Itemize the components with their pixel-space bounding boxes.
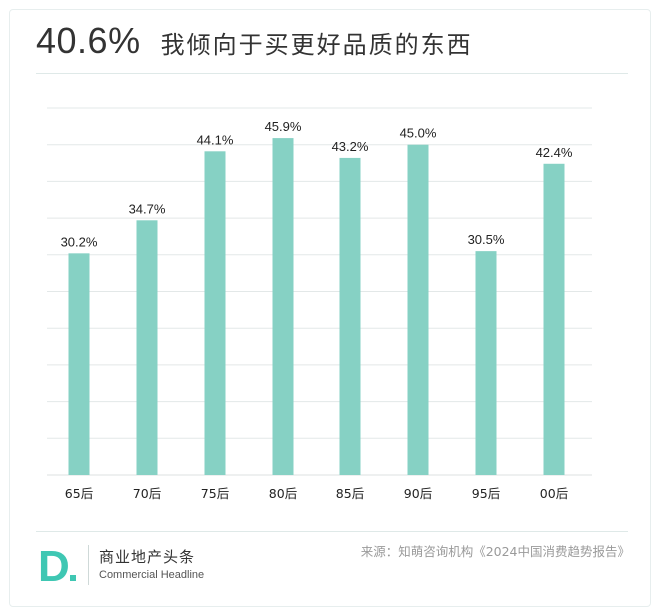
x-tick-label: 70后 <box>133 486 161 501</box>
data-label: 45.0% <box>400 126 437 141</box>
data-label: 30.5% <box>468 232 505 247</box>
card-frame <box>9 9 651 607</box>
bar-90后 <box>407 144 429 475</box>
brand-name-en: Commercial Headline <box>99 569 205 581</box>
bar-70后 <box>136 220 158 475</box>
data-label: 45.9% <box>265 119 302 134</box>
x-tick-label: 80后 <box>269 486 297 501</box>
headline-text: 我倾向于买更好品质的东西 <box>160 31 473 59</box>
data-label: 30.2% <box>61 234 98 249</box>
data-label: 42.4% <box>536 145 573 160</box>
x-tick-label: 95后 <box>472 486 500 501</box>
x-tick-label: 00后 <box>540 486 568 501</box>
logo-letter: D <box>38 543 70 587</box>
x-tick-label: 85后 <box>336 486 364 501</box>
x-tick-label: 75后 <box>201 486 229 501</box>
data-label: 44.1% <box>197 132 234 147</box>
bar-80后 <box>272 138 294 475</box>
bar-85后 <box>339 157 361 476</box>
x-tick-label: 65后 <box>65 486 93 501</box>
footer-divider <box>36 531 628 532</box>
bar-65后 <box>68 253 90 475</box>
source-note: 来源：知萌咨询机构《2024中国消费趋势报告》 <box>360 544 630 559</box>
header-divider <box>36 73 628 74</box>
data-label: 34.7% <box>129 201 166 216</box>
data-label: 43.2% <box>332 139 369 154</box>
bar-95后 <box>475 251 497 475</box>
brand-logo: D 商业地产头条 Commercial Headline <box>36 542 204 591</box>
x-tick-label: 90后 <box>404 486 432 501</box>
chart-header: 40.6% 我倾向于买更好品质的东西 <box>36 20 473 62</box>
brand-logo-icon: D <box>36 542 80 591</box>
bar-75后 <box>204 151 226 475</box>
brand-text: 商业地产头条 Commercial Headline <box>99 547 204 583</box>
bar-00后 <box>543 163 565 475</box>
headline-value: 40.6% <box>36 20 141 61</box>
brand-name-cn: 商业地产头条 <box>99 548 196 566</box>
logo-separator <box>88 545 89 585</box>
